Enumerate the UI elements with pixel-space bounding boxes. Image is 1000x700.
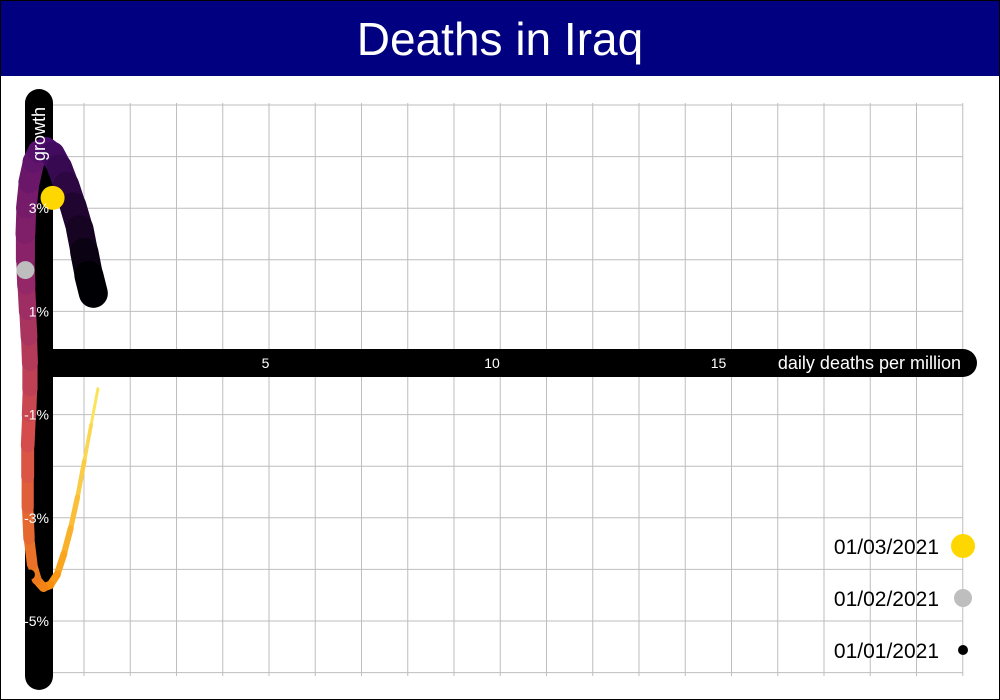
trajectory-segment (68, 494, 81, 531)
trajectory (15, 137, 108, 593)
highlight-point (24, 569, 35, 580)
legend-marker (954, 589, 972, 607)
trajectory-segment (89, 387, 100, 427)
legend-label: 01/01/2021 (834, 640, 939, 663)
axis-labels: 5 10 15 3% 1% -1% -3% -5% daily deaths per milli… (24, 107, 961, 629)
x-tick-label: 10 (484, 355, 500, 371)
highlight-point (16, 261, 35, 280)
highlight-points (16, 185, 65, 580)
legend: 01/03/2021 01/02/2021 01/01/2021 (834, 534, 975, 663)
chart-title: Deaths in Iraq (356, 12, 644, 65)
y-tick-label: -5% (24, 613, 49, 629)
legend-label: 01/03/2021 (834, 536, 939, 559)
legend-marker (951, 534, 975, 558)
trajectory-segment (60, 525, 74, 557)
title-bar: Deaths in Iraq (1, 1, 999, 76)
legend-label: 01/02/2021 (834, 588, 939, 611)
y-tick-label: 1% (29, 303, 49, 319)
y-axis-title: growth (29, 107, 49, 161)
trajectory-segment (74, 260, 108, 308)
x-tick-label: 15 (711, 355, 727, 371)
trajectory-segment (82, 423, 93, 463)
y-tick-label: -3% (24, 510, 49, 526)
x-tick-label: 5 (262, 355, 270, 371)
trajectory-segment (75, 458, 87, 500)
legend-marker (958, 645, 968, 655)
y-tick-label: 3% (29, 200, 49, 216)
y-tick-label: -1% (24, 407, 49, 423)
x-axis-title: daily deaths per million (778, 353, 961, 373)
grid (38, 103, 964, 676)
highlight-point (40, 185, 65, 210)
